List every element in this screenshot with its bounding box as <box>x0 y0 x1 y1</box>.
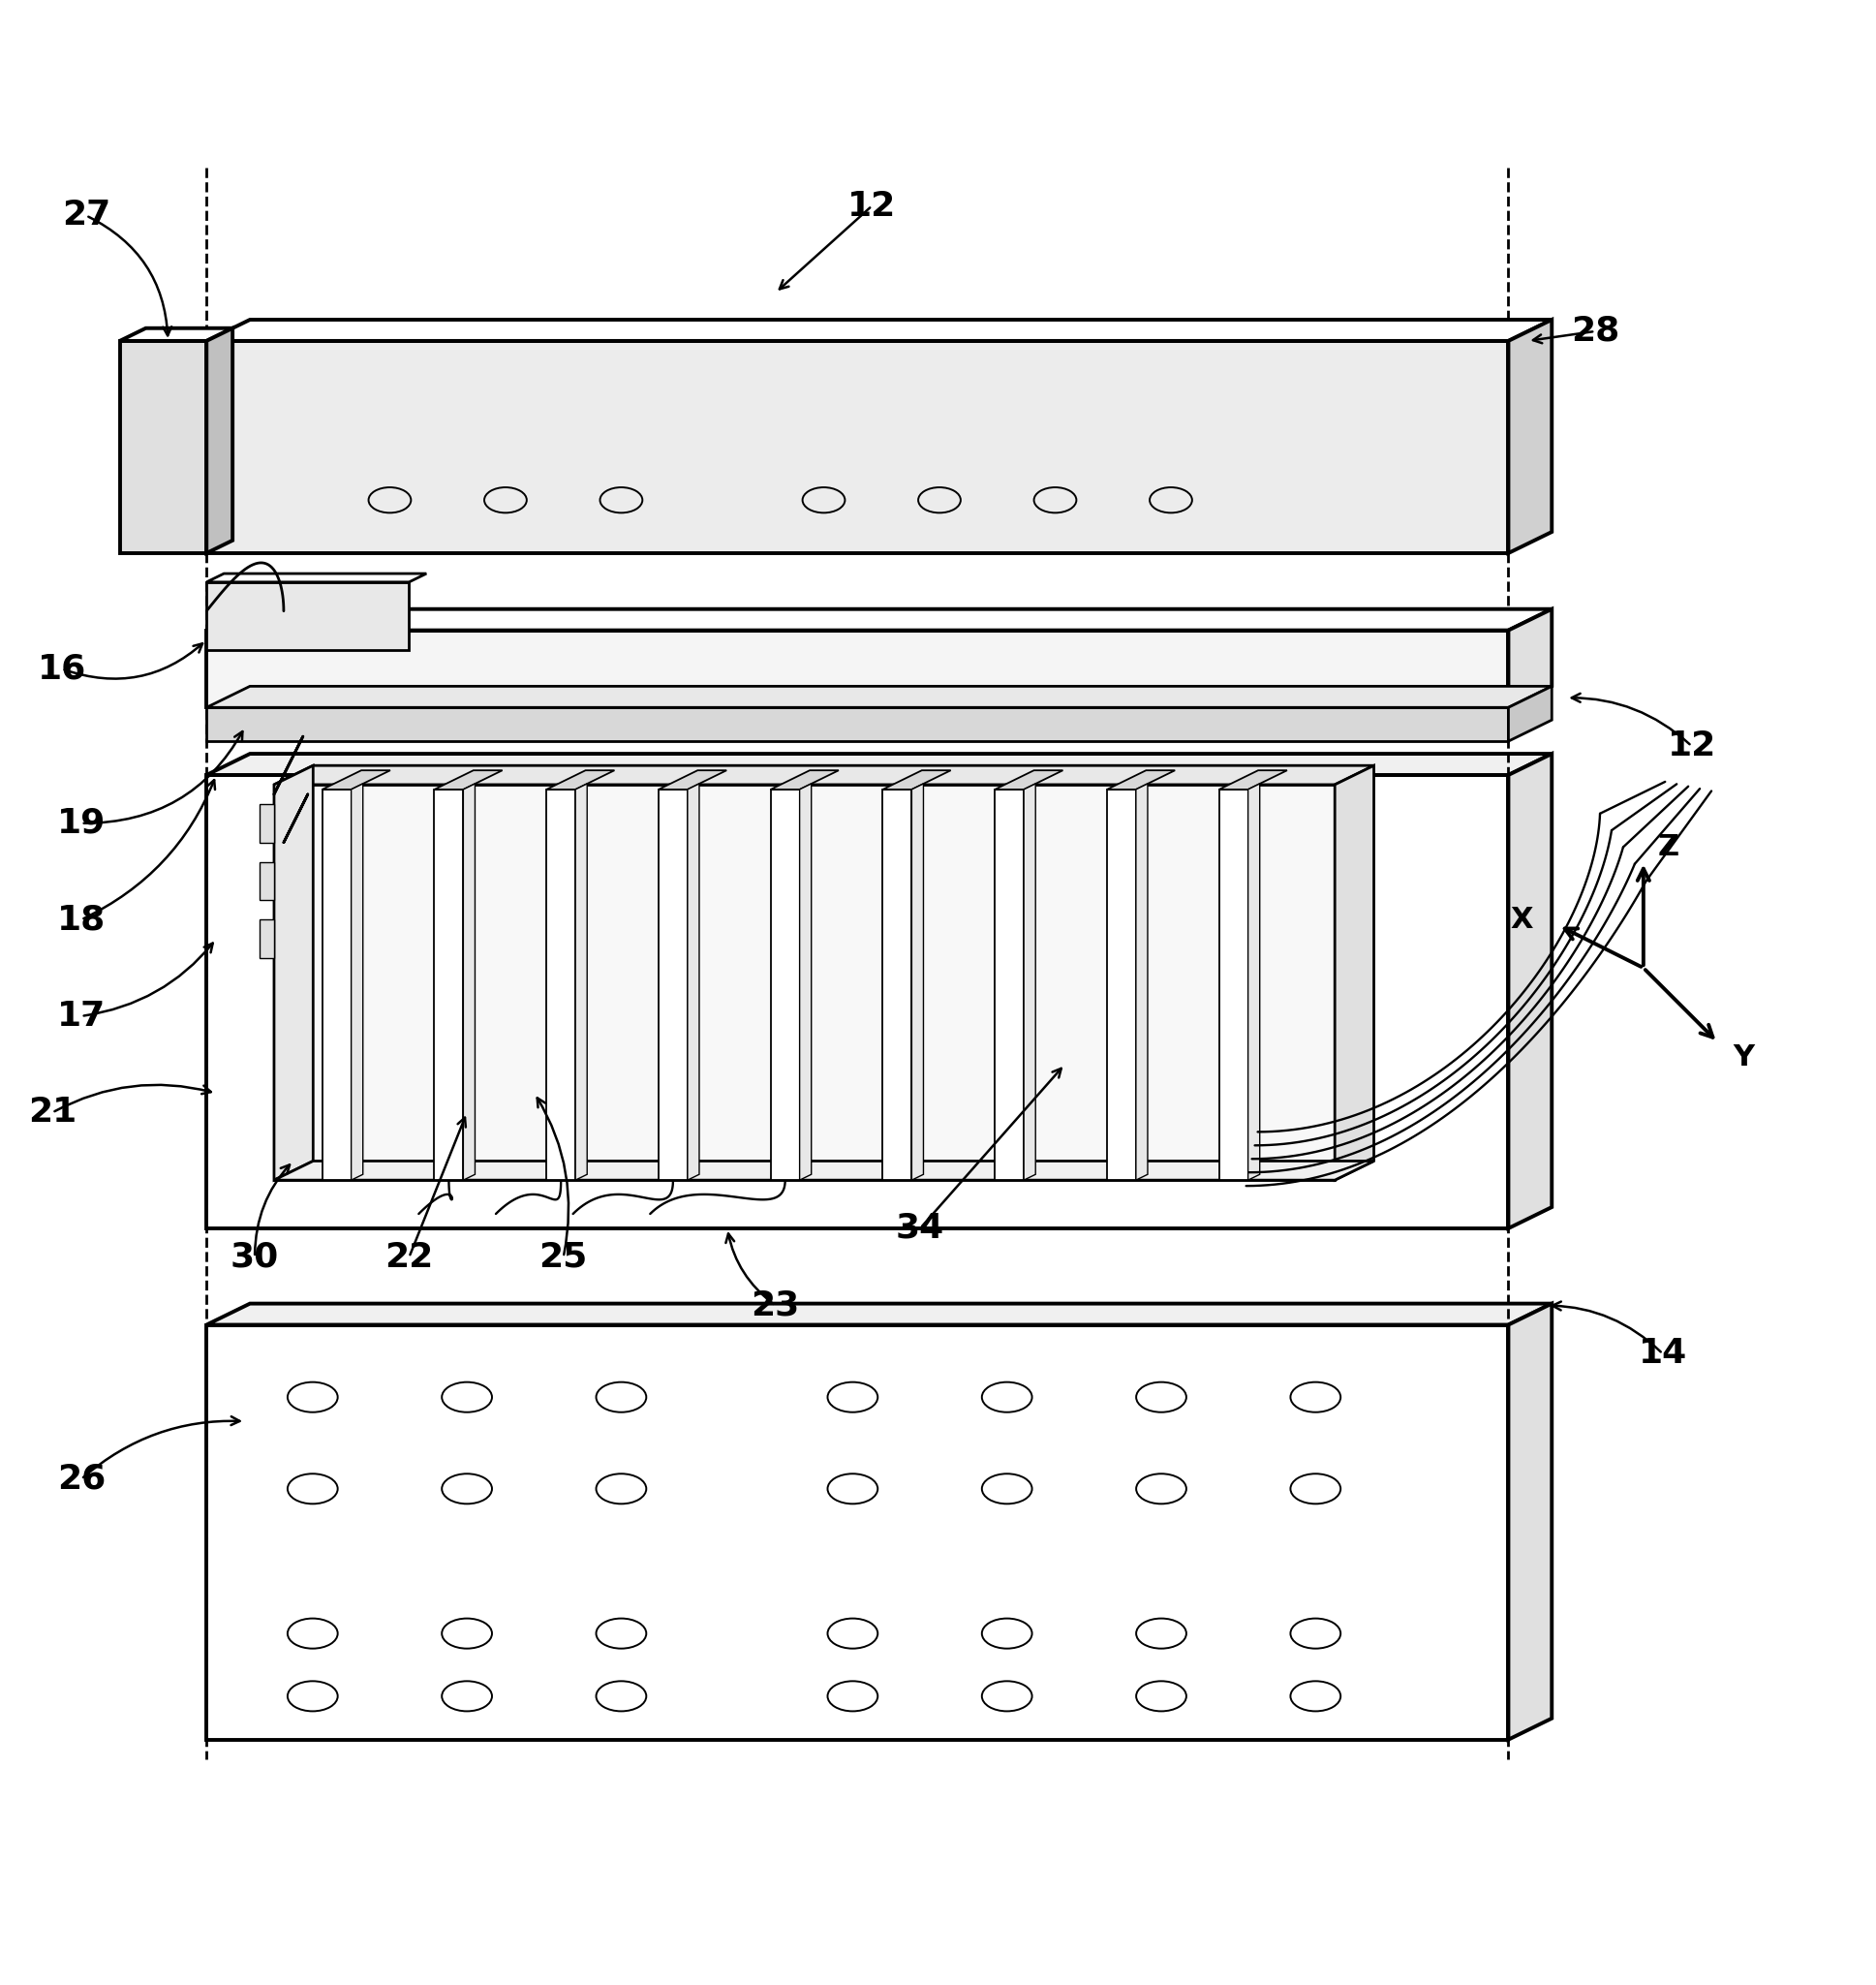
Polygon shape <box>1107 790 1137 1181</box>
Polygon shape <box>120 341 206 554</box>
Polygon shape <box>206 707 1508 740</box>
Polygon shape <box>206 754 1551 774</box>
Text: Y: Y <box>1733 1042 1754 1072</box>
Polygon shape <box>274 766 1373 784</box>
Polygon shape <box>546 770 615 790</box>
Text: 12: 12 <box>848 189 897 222</box>
Polygon shape <box>658 790 687 1181</box>
Polygon shape <box>206 1304 1551 1324</box>
Polygon shape <box>1219 770 1287 790</box>
Polygon shape <box>771 770 839 790</box>
Polygon shape <box>435 790 463 1181</box>
Polygon shape <box>576 784 587 1181</box>
Polygon shape <box>1508 1304 1551 1739</box>
Text: X: X <box>1510 905 1533 935</box>
Polygon shape <box>206 320 1551 341</box>
Polygon shape <box>771 790 799 1181</box>
Text: 18: 18 <box>56 903 105 937</box>
Polygon shape <box>687 784 700 1181</box>
Polygon shape <box>1508 320 1551 554</box>
Text: 22: 22 <box>385 1241 433 1274</box>
Polygon shape <box>799 784 810 1181</box>
Text: 12: 12 <box>1668 730 1717 762</box>
Text: 16: 16 <box>38 653 86 685</box>
Polygon shape <box>1107 770 1174 790</box>
Text: Z: Z <box>1658 834 1679 861</box>
Polygon shape <box>206 631 1508 707</box>
Text: 25: 25 <box>538 1241 587 1274</box>
Polygon shape <box>206 328 233 554</box>
Polygon shape <box>1137 784 1148 1181</box>
Polygon shape <box>351 784 362 1181</box>
Polygon shape <box>206 341 1508 554</box>
Polygon shape <box>259 804 274 842</box>
Text: 14: 14 <box>1638 1338 1687 1370</box>
Polygon shape <box>274 766 313 1181</box>
Polygon shape <box>259 861 274 901</box>
Text: 30: 30 <box>231 1241 280 1274</box>
Polygon shape <box>120 328 233 341</box>
Polygon shape <box>1508 687 1551 740</box>
Polygon shape <box>274 1161 1373 1181</box>
Text: 17: 17 <box>56 1000 105 1032</box>
Polygon shape <box>884 790 912 1181</box>
Text: 21: 21 <box>28 1096 77 1129</box>
Polygon shape <box>994 790 1024 1181</box>
Polygon shape <box>658 770 726 790</box>
Polygon shape <box>206 582 409 649</box>
Text: 34: 34 <box>897 1213 944 1245</box>
Text: 26: 26 <box>56 1463 105 1495</box>
Polygon shape <box>1248 784 1261 1181</box>
Polygon shape <box>884 770 951 790</box>
Polygon shape <box>1508 754 1551 1229</box>
Polygon shape <box>994 770 1064 790</box>
Polygon shape <box>206 687 1551 707</box>
Polygon shape <box>1024 784 1036 1181</box>
Polygon shape <box>1219 790 1248 1181</box>
Polygon shape <box>912 784 923 1181</box>
Polygon shape <box>435 770 503 790</box>
Polygon shape <box>323 770 390 790</box>
Polygon shape <box>323 790 351 1181</box>
Polygon shape <box>259 919 274 959</box>
Polygon shape <box>463 784 475 1181</box>
Text: 23: 23 <box>750 1288 799 1322</box>
Polygon shape <box>274 784 1336 1181</box>
Polygon shape <box>1336 766 1373 1181</box>
Text: 19: 19 <box>56 806 105 840</box>
Polygon shape <box>1508 609 1551 707</box>
Polygon shape <box>546 790 576 1181</box>
Polygon shape <box>206 774 1508 1229</box>
Polygon shape <box>206 1324 1508 1739</box>
Polygon shape <box>206 609 1551 631</box>
Polygon shape <box>206 574 426 582</box>
Text: 27: 27 <box>62 198 111 232</box>
Text: 28: 28 <box>1570 316 1619 347</box>
